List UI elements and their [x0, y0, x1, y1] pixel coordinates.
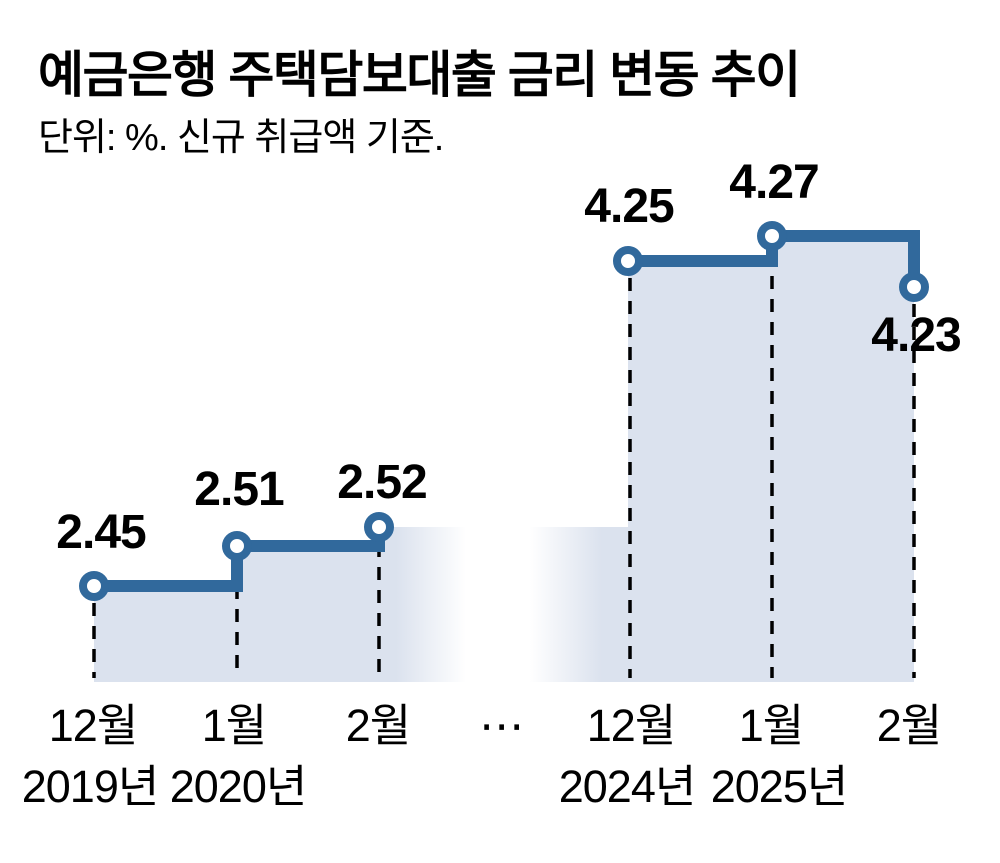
axis-year-2025: 2025년 [710, 761, 849, 812]
value-label-2020-01: 2.51 [194, 463, 284, 516]
marker-2020-01 [222, 531, 252, 561]
axis-month-2025-01: 1월 [738, 700, 804, 751]
axis-month-2019-12: 12월 [48, 700, 138, 751]
value-label-2019-12: 2.45 [56, 506, 146, 559]
axis-month-2020-01: 1월 [201, 700, 267, 751]
value-label-2025-02: 4.23 [871, 309, 961, 362]
axis-break-fade [396, 520, 602, 683]
marker-2024-12 [613, 246, 643, 276]
axis-month-2024-12: 12월 [586, 700, 676, 751]
axis-year-2024: 2024년 [558, 761, 697, 812]
value-label-2025-01: 4.27 [729, 156, 819, 209]
value-label-2020-02: 2.52 [337, 456, 427, 509]
axis-year-2020: 2020년 [169, 761, 308, 812]
marker-2019-12 [79, 571, 109, 601]
chart-unit-note: 단위: %. 신규 취급액 기준. [38, 117, 444, 159]
marker-2025-02 [899, 272, 929, 302]
axis-month-2025-02: 2월 [876, 700, 942, 751]
chart-title: 예금은행 주택담보대출 금리 변동 추이 [38, 47, 801, 103]
marker-2025-01 [757, 221, 787, 251]
axis-month-2020-02: 2월 [345, 700, 411, 751]
marker-2020-02 [364, 512, 394, 542]
axis-year-2019: 2019년 [21, 761, 160, 812]
axis-break-ellipsis: ⋯ [479, 700, 524, 751]
area-fill-right-group [628, 236, 914, 682]
value-label-2024-12: 4.25 [584, 180, 674, 233]
